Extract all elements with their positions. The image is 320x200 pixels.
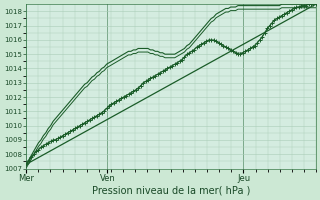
X-axis label: Pression niveau de la mer( hPa ): Pression niveau de la mer( hPa ) xyxy=(92,186,250,196)
